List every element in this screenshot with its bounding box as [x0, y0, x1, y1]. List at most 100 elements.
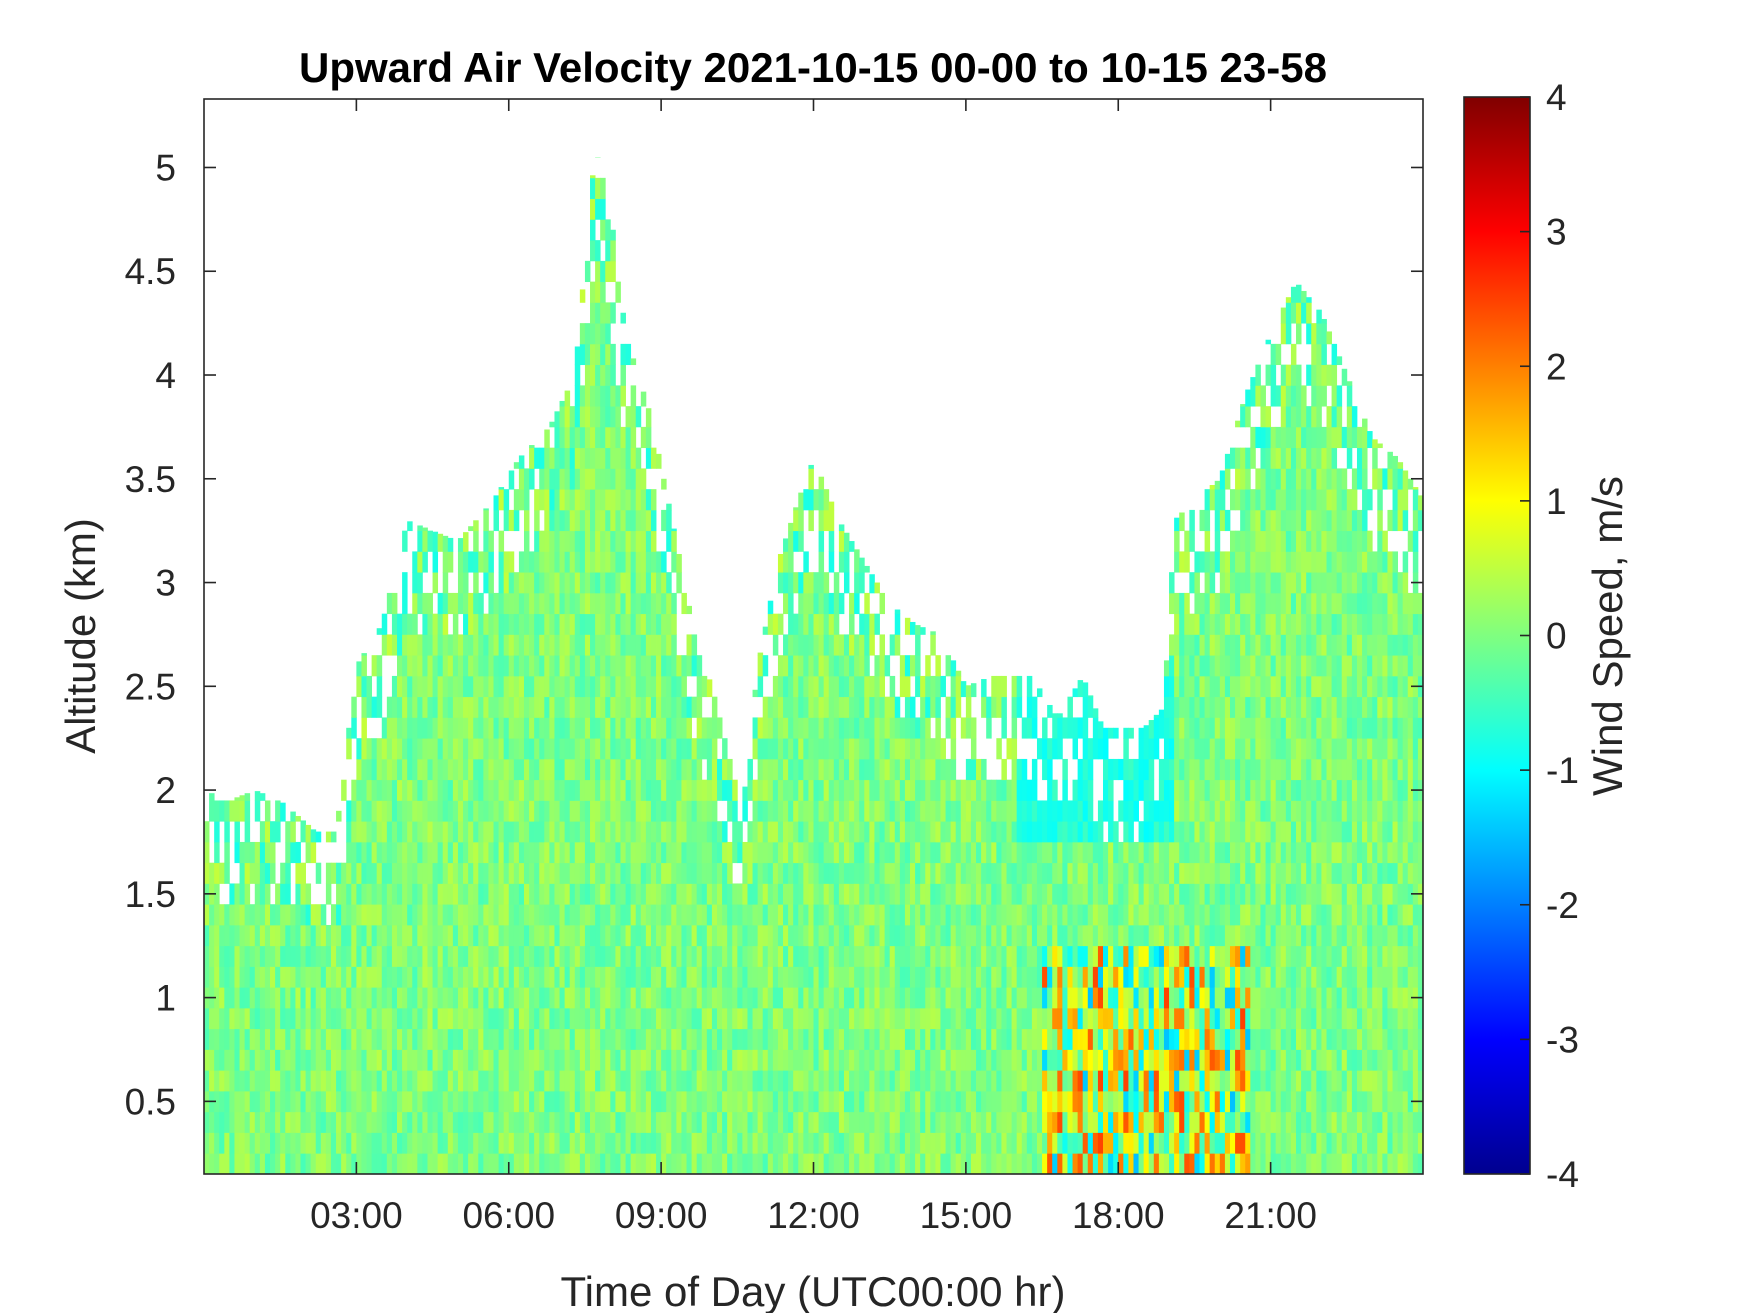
heatmap-cell [422, 966, 428, 988]
heatmap-cell [1016, 758, 1023, 781]
heatmap-cell [681, 696, 687, 718]
heatmap-cell [1016, 945, 1023, 967]
heatmap-cell [1047, 758, 1053, 781]
heatmap-cell [960, 924, 967, 947]
heatmap-cell [859, 904, 865, 926]
heatmap-cell [427, 924, 433, 947]
heatmap-cell [666, 945, 672, 967]
heatmap-cell [1138, 1007, 1145, 1030]
heatmap-cell [498, 1028, 505, 1050]
heatmap-cell [976, 987, 982, 1009]
heatmap-cell [574, 613, 581, 635]
heatmap-cell [391, 696, 398, 718]
heatmap-cell [518, 572, 525, 594]
heatmap-cell [808, 821, 814, 843]
heatmap-cell [620, 592, 626, 615]
heatmap-cell [671, 1090, 677, 1113]
heatmap-cell [955, 987, 962, 1009]
heatmap-cell [1026, 945, 1033, 967]
heatmap-cell [904, 800, 911, 822]
heatmap-cell [950, 945, 957, 967]
heatmap-cell [427, 862, 433, 884]
heatmap-cell [534, 1132, 540, 1154]
heatmap-cell [920, 758, 926, 781]
heatmap-cell [904, 821, 911, 843]
heatmap-cell [259, 1153, 266, 1174]
heatmap-cell [671, 883, 677, 905]
heatmap-cell [483, 1090, 489, 1113]
heatmap-cell [457, 779, 464, 801]
heatmap-cell [544, 924, 550, 947]
heatmap-cell [529, 987, 535, 1009]
heatmap-cell [341, 945, 347, 967]
heatmap-cell [463, 800, 469, 822]
heatmap-cell [539, 738, 545, 760]
heatmap-cell [671, 530, 677, 552]
heatmap-cell [219, 1070, 225, 1092]
heatmap-cell [854, 717, 860, 739]
heatmap-cell [940, 1132, 946, 1154]
heatmap-cell [513, 1090, 520, 1113]
heatmap-cell [666, 1132, 672, 1154]
heatmap-cell [432, 841, 439, 864]
heatmap-cell [508, 800, 515, 822]
heatmap-cell [1031, 1028, 1038, 1050]
heatmap-cell [376, 841, 383, 864]
heatmap-cell [544, 675, 550, 698]
heatmap-cell [584, 1049, 591, 1071]
heatmap-cell [904, 696, 911, 718]
heatmap-cell [955, 821, 962, 843]
heatmap-cell [381, 634, 388, 656]
heatmap-cell [818, 551, 825, 573]
heatmap-cell [600, 1070, 606, 1092]
heatmap-cell [803, 883, 809, 905]
heatmap-cell [259, 883, 266, 905]
heatmap-cell [432, 987, 439, 1009]
heatmap-cell [1042, 1007, 1048, 1030]
heatmap-cell [1143, 883, 1150, 905]
heatmap-cell [1016, 966, 1023, 988]
heatmap-cell [483, 509, 489, 532]
heatmap-cell [493, 1007, 499, 1030]
heatmap-cell [590, 240, 596, 262]
heatmap-cell [457, 696, 464, 718]
heatmap-cell [493, 717, 499, 739]
heatmap-cell [280, 1028, 286, 1050]
heatmap-cell [508, 675, 515, 698]
heatmap-cell [417, 1111, 423, 1133]
heatmap-cell [1087, 1111, 1094, 1133]
heatmap-cell [1169, 883, 1175, 905]
heatmap-cell [615, 862, 621, 884]
heatmap-cell [732, 1028, 738, 1050]
heatmap-cell [1057, 924, 1063, 947]
heatmap-cell [366, 924, 373, 947]
heatmap-cell [503, 1090, 510, 1113]
heatmap-cell [945, 1007, 952, 1030]
heatmap-cell [798, 841, 804, 864]
heatmap-cell [965, 1070, 972, 1092]
heatmap-cell [534, 966, 540, 988]
heatmap-cell [1036, 883, 1043, 905]
heatmap-cell [341, 1007, 347, 1030]
heatmap-cell [996, 862, 1002, 884]
heatmap-cell [361, 717, 367, 739]
heatmap-cell [1153, 821, 1160, 843]
heatmap-cell [1021, 800, 1028, 822]
heatmap-cell [1108, 779, 1114, 801]
heatmap-cell [1103, 987, 1109, 1009]
heatmap-cell [656, 862, 662, 884]
heatmap-cell [752, 924, 759, 947]
heatmap-cell [422, 696, 428, 718]
heatmap-cell [645, 841, 652, 864]
heatmap-cell [204, 862, 210, 884]
heatmap-cell [544, 551, 550, 573]
heatmap-cell [640, 758, 647, 781]
heatmap-cell [1179, 841, 1185, 864]
heatmap-cell [259, 1070, 266, 1092]
heatmap-cell [427, 675, 433, 698]
heatmap-cell [549, 551, 555, 573]
heatmap-cell [239, 1132, 246, 1154]
heatmap-cell [691, 738, 698, 760]
heatmap-cell [752, 779, 759, 801]
heatmap-cell [747, 904, 753, 926]
